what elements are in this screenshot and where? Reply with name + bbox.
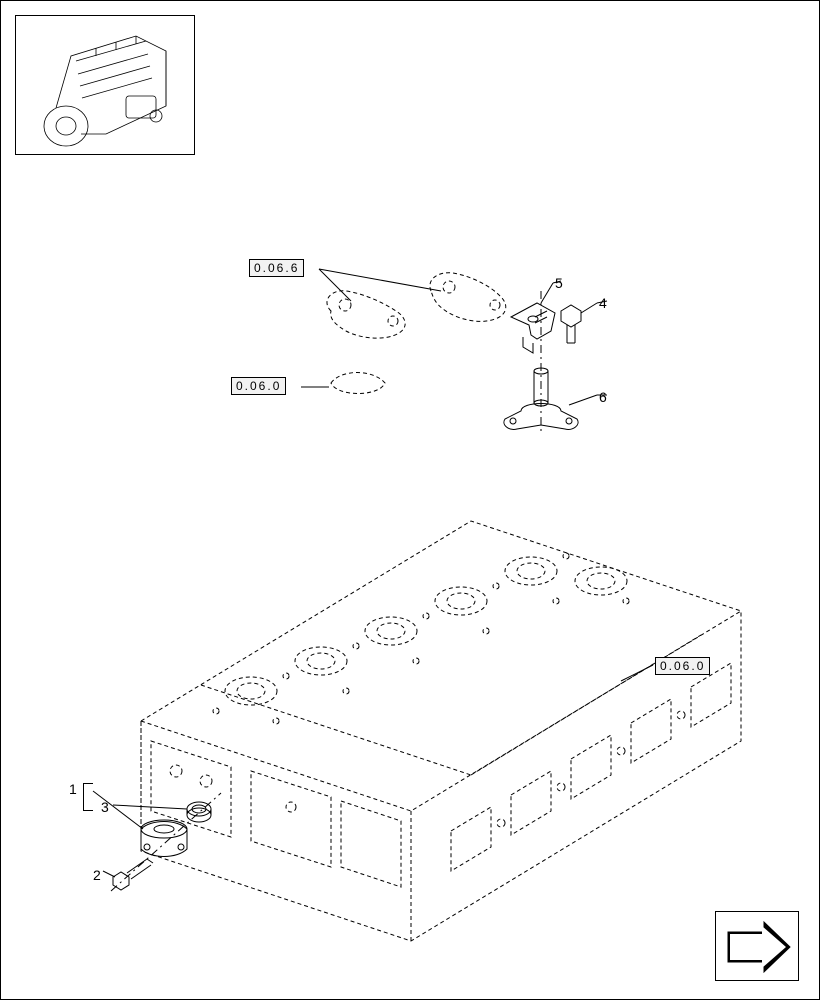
part-1-flange bbox=[141, 820, 187, 857]
ref-box-b[interactable]: 0.06.0 bbox=[231, 377, 286, 395]
rocker-arm-right bbox=[430, 273, 506, 322]
callout-4: 4 bbox=[599, 295, 607, 311]
callout-2: 2 bbox=[93, 867, 101, 883]
leader-ref-a bbox=[319, 269, 441, 301]
part-4-bolt bbox=[561, 305, 581, 343]
rocker-arm-left bbox=[327, 291, 405, 338]
main-diagram-svg bbox=[1, 1, 820, 1000]
leader-ref-c bbox=[621, 665, 653, 681]
nav-next-frame[interactable] bbox=[715, 911, 799, 981]
part-2-bolt bbox=[113, 859, 153, 890]
cam-piece bbox=[331, 373, 385, 394]
callout-3: 3 bbox=[101, 799, 109, 815]
callout-6: 6 bbox=[599, 389, 607, 405]
cylinder-head-block bbox=[141, 521, 741, 941]
ref-box-c[interactable]: 0.06.0 bbox=[655, 657, 710, 675]
ref-box-a[interactable]: 0.06.6 bbox=[249, 259, 304, 277]
callout-5: 5 bbox=[555, 275, 563, 291]
diagram-page: 0.06.6 0.06.0 0.06.0 1 2 3 4 5 6 bbox=[0, 0, 820, 1000]
callout-1: 1 bbox=[69, 781, 77, 797]
leader-2 bbox=[103, 871, 115, 877]
bracket-1-3 bbox=[83, 783, 93, 811]
leader-3 bbox=[113, 805, 187, 809]
part-5-bracket bbox=[511, 303, 555, 353]
arrow-right-icon bbox=[716, 912, 800, 982]
